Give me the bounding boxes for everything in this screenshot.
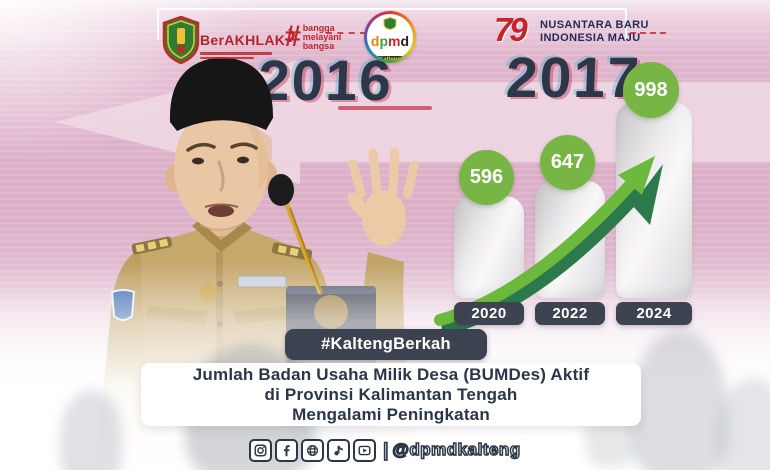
backdrop-year-2017: 2017 — [504, 46, 642, 110]
youtube-icon — [353, 438, 377, 462]
header-frame-line — [625, 8, 627, 40]
value-badge-2024: 998 — [623, 62, 679, 118]
bangga-line2: melayani — [302, 31, 342, 42]
headline-line3: Mengalami Peningkatan — [292, 404, 490, 424]
berakhlak-label: BerAKHLAK — [200, 32, 286, 48]
header-red-dash — [630, 32, 666, 34]
hashtag-badge: #KaltengBerkah — [285, 329, 487, 360]
audience-silhouette — [632, 330, 727, 470]
social-footer: | @dpmdkalteng — [0, 433, 770, 467]
headline-line1: Jumlah Badan Usaha Milik Desa (BUMDes) A… — [192, 364, 590, 384]
kalteng-crest-logo — [162, 16, 200, 64]
instagram-icon — [249, 438, 273, 462]
audience-silhouette — [60, 390, 122, 470]
year-pill-2024: 2024 — [616, 302, 692, 325]
footer-separator: | — [382, 439, 389, 461]
bangga-melayani-bangsa-logo: # bangga melayani bangsa — [284, 22, 341, 52]
berakhlak-arrow-icon: ❯ — [286, 27, 298, 42]
value-badge-2022: 647 — [540, 135, 595, 190]
social-handle: @dpmdkalteng — [392, 439, 521, 460]
year-pill-2022: 2022 — [535, 302, 605, 325]
berakhlak-logo: BerAKHLAK❯ — [200, 27, 297, 59]
header-frame-line — [157, 8, 159, 40]
headline-card: Jumlah Badan Usaha Milik Desa (BUMDes) A… — [141, 363, 641, 426]
hash-icon: # — [284, 20, 301, 53]
dpmd-wordmark: dpmd — [370, 33, 410, 49]
header-frame-line — [157, 8, 627, 10]
dpmd-region-label: Kalteng — [374, 56, 405, 60]
backdrop-red-line — [338, 106, 432, 110]
header-red-dash — [326, 32, 366, 34]
dpmd-crest-icon — [383, 16, 397, 31]
facebook-icon — [275, 438, 299, 462]
tiktok-icon — [327, 438, 351, 462]
berakhlak-tagline-bar — [200, 56, 254, 59]
year-pill-2020: 2020 — [454, 302, 524, 325]
bangga-line3: bangsa — [302, 40, 335, 51]
value-badge-2020: 596 — [459, 150, 514, 205]
website-globe-icon — [301, 438, 325, 462]
headline-line2: di Provinsi Kalimantan Tengah — [264, 384, 518, 404]
hut-79-logo: 79 — [494, 11, 528, 48]
dpmd-kalteng-logo: dpmd Kalteng — [364, 11, 416, 63]
berakhlak-tagline-bar — [200, 52, 272, 55]
bangga-line1: bangga — [302, 22, 335, 33]
nusantara-baru-wordmark: NUSANTARA BARU INDONESIA MAJU — [540, 19, 649, 44]
